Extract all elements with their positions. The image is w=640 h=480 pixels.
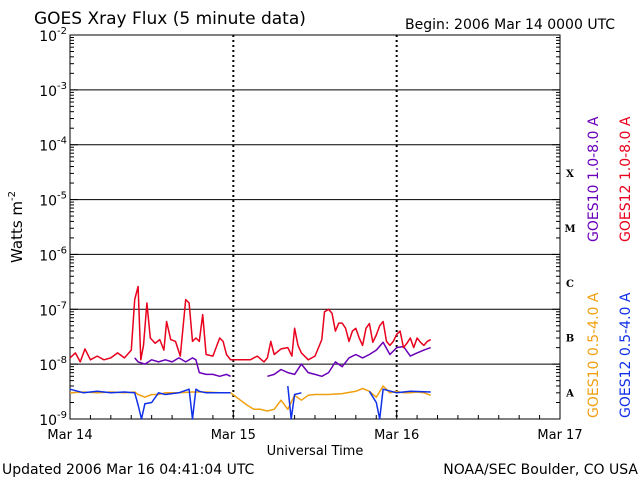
y-tick-label: 10-5 [39, 191, 67, 210]
series-line-goes10-1-0-8-0-a [134, 357, 231, 378]
flare-class-c: C [566, 279, 574, 290]
x-axis-label: Universal Time [267, 444, 364, 459]
chart-title: GOES Xray Flux (5 minute data) [34, 9, 306, 29]
vertical-day-grid [232, 35, 398, 419]
y-tick-label: 10-4 [39, 136, 67, 155]
flare-class-x: X [566, 169, 574, 180]
updated-timestamp: Updated 2006 Mar 16 04:41:04 UTC [2, 462, 255, 478]
y-tick-label: 10-2 [39, 26, 67, 45]
legend-goes10-short: GOES10 0.5-4.0 A [586, 292, 602, 418]
y-tick-label: 10-8 [39, 355, 67, 374]
begin-label: Begin: 2006 Mar 14 0000 UTC [405, 17, 615, 33]
x-axis-ticks: Mar 14 Mar 15 Mar 16 Mar 17 [47, 411, 583, 443]
series-line-goes12-1-0-8-0-a [69, 285, 432, 363]
flare-class-labels: X M C B A [564, 169, 575, 399]
flare-class-a: A [565, 389, 574, 400]
legend-goes12-long: GOES12 1.0-8.0 A [618, 116, 634, 242]
credit-label: NOAA/SEC Boulder, CO USA [443, 462, 638, 478]
legend-goes12-short: GOES12 0.5-4.0 A [618, 292, 634, 418]
series-line-goes12-0-5-4-0-a [69, 388, 231, 420]
x-tick-label: Mar 16 [374, 428, 419, 443]
y-axis-label-exponent: -2 [7, 191, 18, 201]
y-tick-label: 10-7 [39, 300, 67, 319]
series-line-goes12-0-5-4-0-a [368, 388, 431, 420]
data-series [69, 285, 432, 420]
horizontal-grid [70, 89, 560, 365]
legend-goes10-long: GOES10 1.0-8.0 A [586, 116, 602, 242]
y-tick-label: 10-3 [39, 81, 67, 100]
x-tick-label: Mar 14 [47, 428, 92, 443]
y-axis-label-text: Watts m [8, 201, 26, 263]
x-tick-label: Mar 17 [537, 428, 582, 443]
y-axis-label: Watts m-2 [7, 191, 26, 263]
plot-frame [69, 34, 561, 420]
x-tick-label: Mar 15 [211, 428, 256, 443]
series-line-goes10-0-5-4-0-a [69, 385, 431, 412]
series-line-goes12-0-5-4-0-a [287, 385, 302, 420]
y-tick-label: 10-9 [39, 410, 67, 429]
y-tick-label: 10-6 [39, 245, 67, 264]
flare-class-b: B [566, 334, 574, 345]
svg-text:Watts m-2: Watts m-2 [7, 191, 26, 263]
flare-class-m: M [564, 224, 575, 235]
